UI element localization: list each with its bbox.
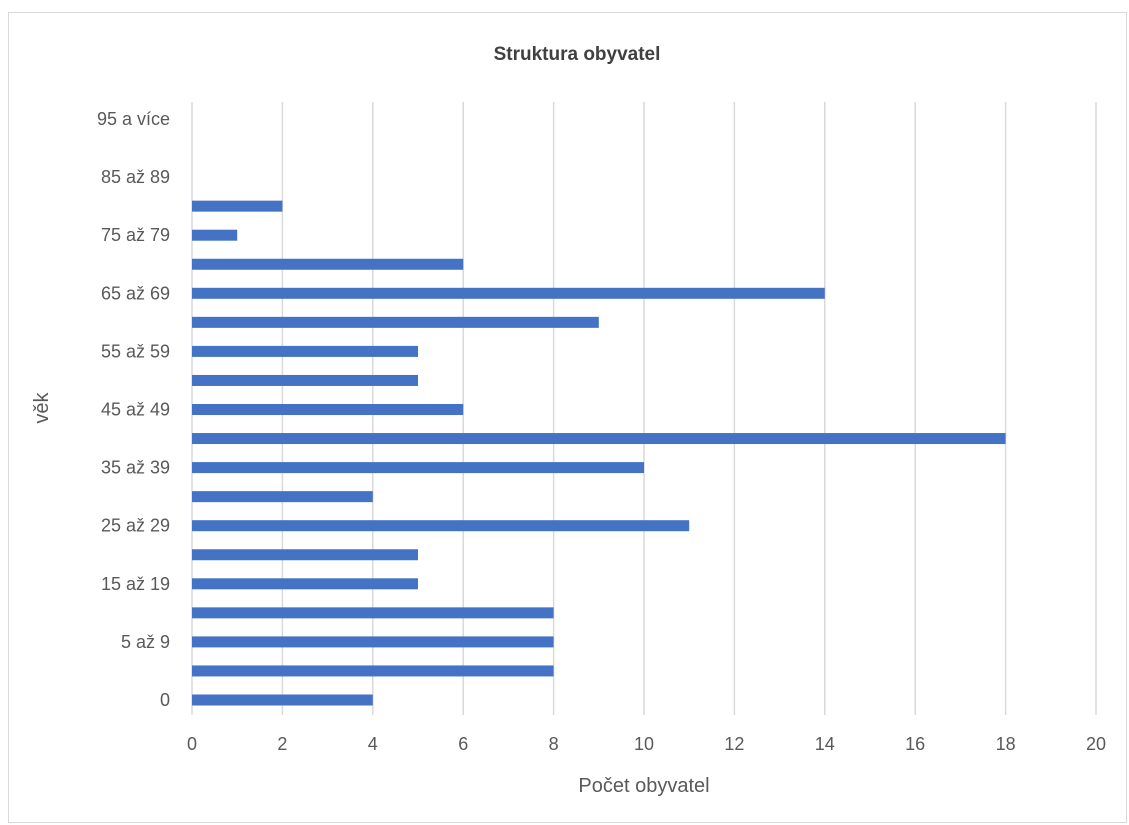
y-axis-label: věk bbox=[31, 391, 53, 423]
y-tick-label: 95 a více bbox=[97, 109, 170, 129]
bar bbox=[192, 491, 373, 503]
x-tick-labels: 0 2 4 6 8 10 12 14 16 18 20 bbox=[187, 734, 1106, 754]
x-tick-label: 4 bbox=[368, 734, 378, 754]
bar bbox=[192, 316, 599, 328]
y-tick-label: 5 až 9 bbox=[121, 632, 170, 652]
y-tick-labels: 0 5 až 9 15 až 19 25 až 29 35 až 39 45 až 49 5… bbox=[97, 109, 170, 710]
bar bbox=[192, 520, 690, 532]
bar bbox=[192, 433, 1006, 445]
bars bbox=[192, 200, 1006, 706]
x-tick-label: 0 bbox=[187, 734, 197, 754]
bar bbox=[192, 258, 464, 270]
y-tick-label: 35 až 39 bbox=[101, 458, 170, 478]
x-tick-label: 2 bbox=[277, 734, 287, 754]
x-tick-label: 12 bbox=[724, 734, 744, 754]
bar bbox=[192, 549, 418, 561]
bar bbox=[192, 607, 554, 619]
chart-frame bbox=[8, 12, 1127, 823]
bar bbox=[192, 636, 554, 648]
x-tick-label: 18 bbox=[996, 734, 1016, 754]
x-tick-label: 14 bbox=[815, 734, 835, 754]
y-tick-label: 25 až 29 bbox=[101, 516, 170, 536]
bar bbox=[192, 462, 644, 474]
bar bbox=[192, 404, 464, 415]
x-tick-label: 6 bbox=[458, 734, 468, 754]
y-tick-label: 75 až 79 bbox=[101, 225, 170, 245]
bar bbox=[192, 374, 418, 386]
bar bbox=[192, 578, 418, 590]
y-tick-label: 45 až 49 bbox=[101, 400, 170, 420]
y-tick-label: 55 až 59 bbox=[101, 341, 170, 361]
bar bbox=[192, 694, 373, 706]
y-tick-label: 85 až 89 bbox=[101, 167, 170, 187]
bar bbox=[192, 200, 283, 212]
x-tick-label: 20 bbox=[1086, 734, 1106, 754]
bar bbox=[192, 229, 238, 241]
x-axis-label: Počet obyvatel bbox=[578, 775, 709, 797]
bar bbox=[192, 345, 418, 357]
y-tick-label: 15 až 19 bbox=[101, 574, 170, 594]
x-tick-label: 10 bbox=[634, 734, 654, 754]
y-tick-label: 0 bbox=[160, 690, 170, 710]
x-tick-label: 8 bbox=[549, 734, 559, 754]
bar bbox=[192, 665, 554, 677]
chart-title: Struktura obyvatel bbox=[494, 44, 661, 65]
x-tick-label: 16 bbox=[905, 734, 925, 754]
y-tick-label: 65 až 69 bbox=[101, 283, 170, 303]
bar bbox=[192, 287, 825, 299]
